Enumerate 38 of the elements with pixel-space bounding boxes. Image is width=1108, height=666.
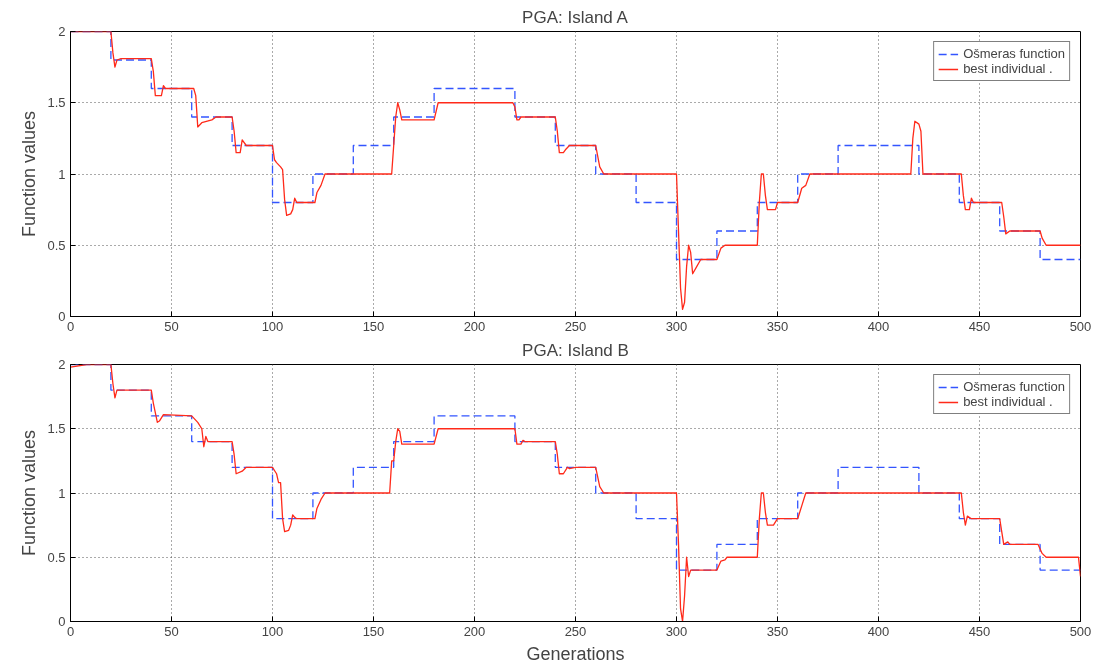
x-tick-label: 350: [766, 318, 789, 334]
y-tick-label: 1: [58, 166, 66, 182]
x-tick-label: 250: [564, 318, 587, 334]
x-tick-label: 450: [968, 318, 991, 334]
legend-label: Ošmeras function: [963, 379, 1065, 394]
x-tick-label: 500: [1069, 623, 1092, 639]
y-tick-label: 2: [58, 357, 66, 372]
y-axis-title: Function values: [19, 429, 40, 557]
y-tick-label: 0.5: [47, 549, 66, 565]
chart-title: PGA: Island A: [522, 7, 629, 27]
x-tick-label: 450: [968, 623, 991, 639]
x-tick-label: 300: [665, 318, 688, 334]
x-tick-label: 400: [867, 318, 890, 334]
x-tick-label: 400: [867, 623, 890, 639]
chart-title: PGA: Island B: [522, 340, 629, 360]
x-tick-label: 50: [164, 623, 179, 639]
legend-label: best individual .: [963, 394, 1053, 409]
y-tick-label: 0.5: [47, 237, 66, 253]
x-axis-title: Generations: [526, 643, 625, 664]
x-tick-label: 50: [164, 318, 179, 334]
line-series: [70, 364, 1081, 622]
x-tick-label: 200: [463, 318, 486, 334]
x-tick-label: 100: [261, 318, 284, 334]
y-tick-label: 2: [58, 24, 66, 39]
x-tick-label: 150: [362, 318, 385, 334]
x-tick-label: 150: [362, 623, 385, 639]
y-tick-label: 1.5: [47, 421, 66, 437]
x-tick-label: 500: [1069, 318, 1092, 334]
legend-label: Ošmeras function: [963, 46, 1065, 61]
x-tick-label: 350: [766, 623, 789, 639]
y-axis-title: Function values: [19, 110, 40, 238]
x-tick-label: 100: [261, 623, 284, 639]
x-tick-label: 250: [564, 623, 587, 639]
y-tick-label: 1: [58, 485, 66, 501]
x-tick-label: 200: [463, 623, 486, 639]
x-tick-label: 300: [665, 623, 688, 639]
legend-label: best individual .: [963, 61, 1053, 76]
y-tick-label: 1.5: [47, 95, 66, 111]
